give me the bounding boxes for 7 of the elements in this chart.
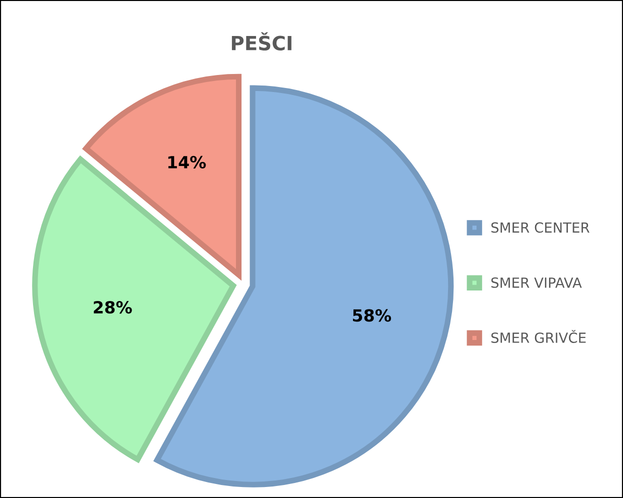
data-label: 28%	[94, 300, 132, 314]
legend-label: SMER CENTER	[491, 222, 590, 233]
data-label: 58%	[352, 309, 392, 322]
chart-title: PEŠCI	[232, 32, 292, 50]
legend-label: SMER GRIVČE	[491, 330, 586, 343]
legend-label: SMER VIPAVA	[491, 277, 582, 288]
data-label: 14%	[168, 156, 206, 168]
